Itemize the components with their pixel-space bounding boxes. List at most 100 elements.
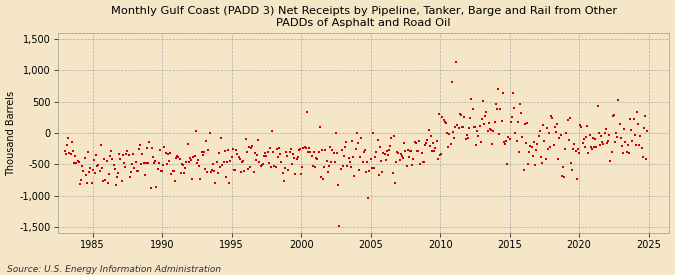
Point	[580, 135, 591, 139]
Point	[538, 123, 549, 127]
Point	[119, 160, 130, 165]
Point	[297, 164, 308, 169]
Point	[378, 151, 389, 156]
Point	[131, 169, 142, 173]
Point	[327, 148, 338, 152]
Point	[129, 166, 140, 170]
Point	[618, 151, 628, 155]
Point	[103, 172, 114, 177]
Point	[627, 138, 638, 143]
Point	[611, 131, 622, 135]
Point	[98, 178, 109, 183]
Point	[171, 156, 182, 161]
Point	[422, 138, 433, 142]
Point	[556, 174, 567, 178]
Point	[218, 160, 229, 164]
Point	[247, 144, 258, 149]
Point	[348, 155, 358, 160]
Point	[302, 150, 313, 154]
Point	[632, 110, 643, 114]
Point	[493, 87, 504, 91]
Point	[420, 143, 431, 147]
Point	[84, 169, 95, 174]
Point	[436, 152, 447, 156]
Point	[323, 164, 334, 168]
Point	[64, 150, 75, 155]
Point	[458, 125, 468, 129]
Point	[482, 128, 493, 133]
Point	[379, 152, 390, 156]
Point	[261, 154, 272, 158]
Point	[446, 79, 457, 84]
Point	[454, 111, 465, 116]
Point	[164, 159, 175, 163]
Point	[289, 156, 300, 160]
Point	[372, 138, 383, 142]
Point	[336, 148, 347, 152]
Point	[642, 129, 653, 134]
Point	[173, 155, 184, 160]
Point	[373, 173, 384, 177]
Point	[176, 171, 186, 176]
Point	[624, 116, 635, 121]
Point	[388, 134, 399, 138]
Point	[79, 156, 90, 160]
Point	[260, 151, 271, 155]
Point	[265, 145, 275, 150]
Point	[70, 153, 81, 158]
Point	[608, 112, 619, 117]
Point	[459, 114, 470, 119]
Point	[472, 129, 483, 134]
Point	[409, 140, 420, 145]
Point	[100, 178, 111, 182]
Point	[532, 142, 543, 146]
Point	[496, 119, 507, 124]
Point	[401, 164, 412, 168]
Point	[543, 147, 554, 151]
Point	[325, 145, 335, 150]
Point	[291, 156, 302, 161]
Point	[421, 141, 431, 145]
Point	[589, 145, 599, 149]
Point	[160, 151, 171, 155]
Point	[537, 161, 547, 165]
Point	[423, 127, 434, 132]
Point	[82, 150, 93, 154]
Point	[101, 159, 112, 163]
Point	[357, 160, 368, 164]
Point	[514, 101, 525, 106]
Point	[516, 111, 526, 115]
Point	[250, 158, 261, 162]
Point	[288, 152, 298, 156]
Point	[113, 171, 124, 175]
Point	[595, 143, 605, 147]
Point	[540, 156, 551, 161]
Point	[119, 164, 130, 169]
Point	[105, 154, 115, 158]
Point	[569, 142, 580, 147]
Point	[128, 152, 138, 156]
Point	[238, 159, 248, 163]
Point	[555, 133, 566, 137]
Point	[223, 148, 234, 153]
Point	[566, 161, 576, 165]
Point	[486, 127, 497, 132]
Point	[138, 161, 149, 165]
Point	[608, 114, 618, 118]
Point	[560, 147, 570, 152]
Point	[313, 150, 324, 154]
Point	[453, 126, 464, 130]
Point	[500, 142, 510, 146]
Point	[351, 130, 362, 135]
Point	[584, 133, 595, 137]
Point	[181, 160, 192, 164]
Point	[553, 157, 564, 161]
Point	[335, 167, 346, 171]
Point	[580, 145, 591, 150]
Point	[404, 148, 415, 153]
Point	[320, 148, 331, 153]
Point	[574, 151, 585, 155]
Point	[143, 161, 154, 165]
Point	[116, 178, 127, 183]
Point	[195, 177, 206, 182]
